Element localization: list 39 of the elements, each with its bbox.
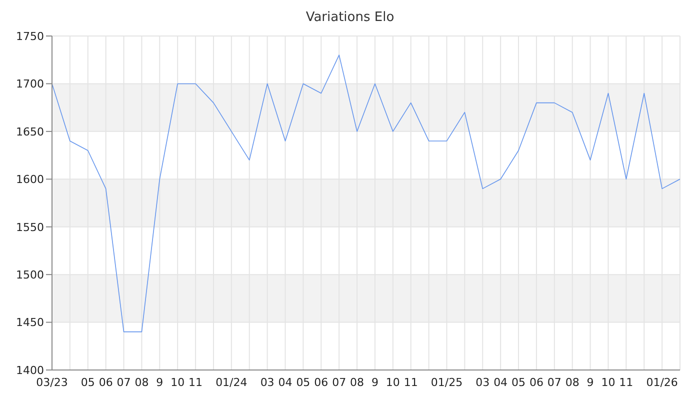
x-tick-label: 06: [314, 376, 328, 389]
x-tick-label: 9: [371, 376, 378, 389]
y-tick-label: 1450: [16, 316, 44, 330]
x-tick-label: 03: [260, 376, 274, 389]
x-tick-label: 07: [332, 376, 346, 389]
x-tick-label: 05: [296, 376, 310, 389]
x-tick-label: 03/23: [36, 376, 68, 389]
x-tick-label: 04: [494, 376, 508, 389]
y-tick-label: 1750: [16, 30, 44, 43]
x-tick-label: 04: [278, 376, 292, 389]
x-tick-label: 01/26: [646, 376, 678, 389]
y-tick-label: 1600: [16, 173, 44, 186]
x-tick-label: 11: [619, 376, 634, 389]
x-tick-label: 08: [350, 376, 364, 389]
x-tick-label: 08: [134, 376, 149, 389]
x-tick-label: 10: [601, 376, 616, 389]
x-tick-label: 05: [512, 376, 526, 389]
x-tick-label: 9: [156, 376, 164, 389]
x-tick-label: 01/24: [216, 376, 248, 389]
x-tick-label: 03: [476, 376, 490, 389]
x-tick-label: 10: [386, 376, 400, 389]
x-tick-label: 11: [404, 376, 418, 389]
x-tick-label: 10: [170, 376, 185, 389]
y-tick-label: 1650: [16, 125, 44, 138]
y-tick-label: 1400: [16, 364, 44, 377]
x-tick-label: 08: [565, 376, 580, 389]
x-tick-label: 01/25: [430, 376, 463, 389]
y-tick-label: 1700: [16, 78, 44, 91]
x-tick-label: 07: [116, 376, 131, 389]
chart-title: Variations Elo: [306, 10, 394, 25]
x-tick-label: 07: [547, 376, 562, 389]
x-tick-label: 06: [529, 376, 544, 389]
y-tick-label: 1500: [16, 268, 44, 282]
line-series: [52, 54, 680, 332]
x-tick-label: 06: [98, 376, 113, 389]
y-tick-label: 1550: [16, 220, 44, 234]
x-tick-label: 9: [586, 376, 594, 389]
x-tick-label: 05: [80, 376, 95, 389]
x-tick-label: 11: [188, 376, 203, 389]
